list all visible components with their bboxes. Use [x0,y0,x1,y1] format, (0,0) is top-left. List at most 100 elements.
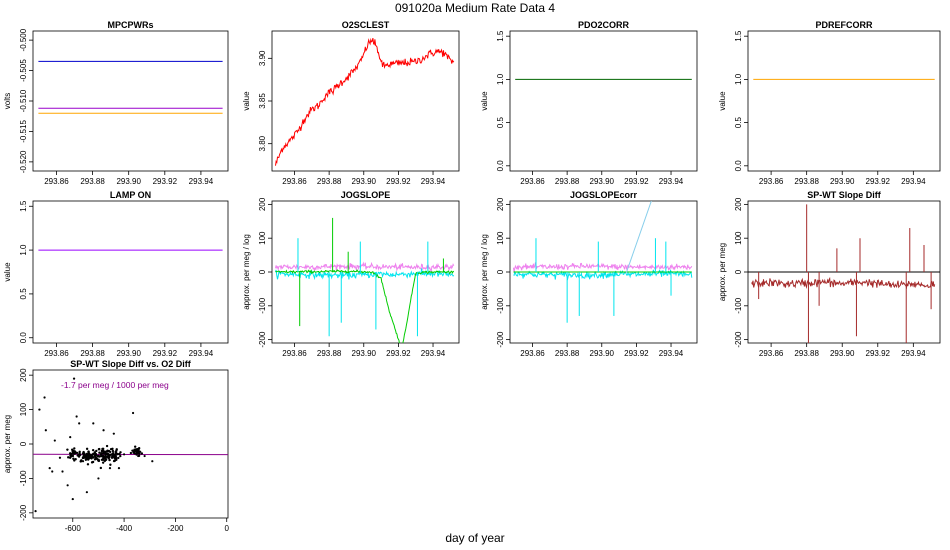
panel-title: PDREFCORR [815,20,873,30]
scatter-point [85,447,89,451]
y-tick-label: -200 [734,331,743,348]
x-tick-label: 293.90 [830,177,855,186]
scatter-point [53,439,56,442]
x-tick-label: 293.86 [282,177,307,186]
scatter-point [122,453,126,456]
scatter-point [101,447,105,451]
scatter-point [101,454,105,458]
x-tick-label: -200 [167,524,184,533]
x-tick-label: 293.92 [624,177,649,186]
scatter-point [81,460,85,463]
scatter-point [44,429,47,432]
scatter-point [43,396,46,399]
panel-7: SP-WT Slope Diff approx. per meg 293.86 293… [718,190,941,358]
scatter-point [72,452,76,455]
x-tick-label: 293.88 [80,177,105,186]
x-tick-label: 293.94 [659,177,684,186]
scatter-point [102,451,106,454]
plot-area [513,201,693,323]
y-tick-label: 1.0 [19,244,28,256]
scatter-point [136,451,140,455]
scatter-point [73,450,77,453]
y-tick-label: 0.5 [19,288,28,300]
scatter-point [151,460,154,463]
y-axis-label: approx. per meg [718,243,727,301]
scatter-point [82,453,86,457]
scatter-point [78,422,81,425]
scatter-point [137,448,140,451]
scatter-point [78,450,81,454]
x-tick-label: 293.92 [153,177,178,186]
y-tick-label: 0 [19,441,28,446]
scatter-point [98,451,101,454]
scatter-point [92,422,95,425]
y-tick-label: 0 [734,269,743,274]
scatter-point [91,448,95,452]
scatter-point [131,411,135,415]
series-line-0 [275,261,455,273]
y-tick-label: 0.0 [19,332,28,344]
y-axis-label: approx. per meg / log [480,234,489,310]
scatter-point [69,454,72,457]
y-tick-label: 0.0 [496,160,505,172]
scatter-point [48,466,51,470]
x-tick-label: 293.90 [830,349,855,358]
scatter-point [61,470,64,473]
x-tick-label: 293.90 [590,349,615,358]
scatter-point [114,450,117,454]
x-tick-label: 293.90 [590,177,615,186]
x-tick-label: 293.86 [759,177,784,186]
scatter-point [84,456,88,459]
scatter-point [69,436,72,439]
x-tick-label: 293.94 [189,177,214,186]
panel-title: O2SCLEST [342,20,390,30]
y-tick-label: 0.5 [496,116,505,128]
scatter-point [85,491,88,494]
x-tick-label: 293.94 [901,177,926,186]
y-axis-label: value [480,91,489,111]
x-tick-label: 293.94 [901,349,926,358]
scatter-point [72,377,76,380]
scatter-point [58,456,62,459]
x-tick-label: 293.86 [44,177,69,186]
y-tick-label: 100 [734,231,743,245]
series-line-3 [625,201,652,274]
y-tick-label: -0.510 [19,89,28,112]
scatter-point [88,456,91,460]
y-tick-label: 100 [19,402,28,416]
x-tick-label: 293.88 [317,349,342,358]
x-tick-label: 293.92 [866,349,891,358]
x-tick-label: 0 [224,524,229,533]
scatter-point [137,454,140,458]
scatter-point [71,497,74,501]
x-tick-label: 293.88 [555,349,580,358]
x-tick-label: 293.92 [153,349,178,358]
x-tick-label: 293.90 [116,349,141,358]
panel-title: MPCPWRs [107,20,153,30]
panel-5: JOGSLOPE approx. per meg / log 293.86 293.8… [242,190,460,358]
x-tick-label: -600 [65,524,82,533]
panel-title: SP-WT Slope Diff [807,190,881,200]
panel-title: PDO2CORR [578,20,630,30]
scatter-point [97,458,100,461]
series-line-0 [751,276,936,290]
scatter-point [66,484,69,487]
series-line-0 [275,37,455,166]
scatter-point [133,445,137,448]
scatter-point [107,454,110,457]
y-tick-label: 3.85 [258,93,267,109]
scatter-point [112,432,115,435]
panel-4: LAMP ON value 293.86 293.88 293.90 293.92 293.… [3,190,229,358]
scatter-point [117,456,120,460]
scatter-point [38,408,41,411]
series-line-0 [513,262,693,273]
x-tick-label: 293.92 [866,177,891,186]
plot-area [33,377,228,513]
y-tick-label: -100 [19,470,28,487]
panel-title: SP-WT Slope Diff vs. O2 Diff [70,359,192,369]
plot-frame [747,30,941,172]
scatter-point [104,458,108,461]
y-tick-label: 3.80 [258,135,267,151]
series-line-2 [275,268,455,343]
scatter-point [133,448,136,451]
